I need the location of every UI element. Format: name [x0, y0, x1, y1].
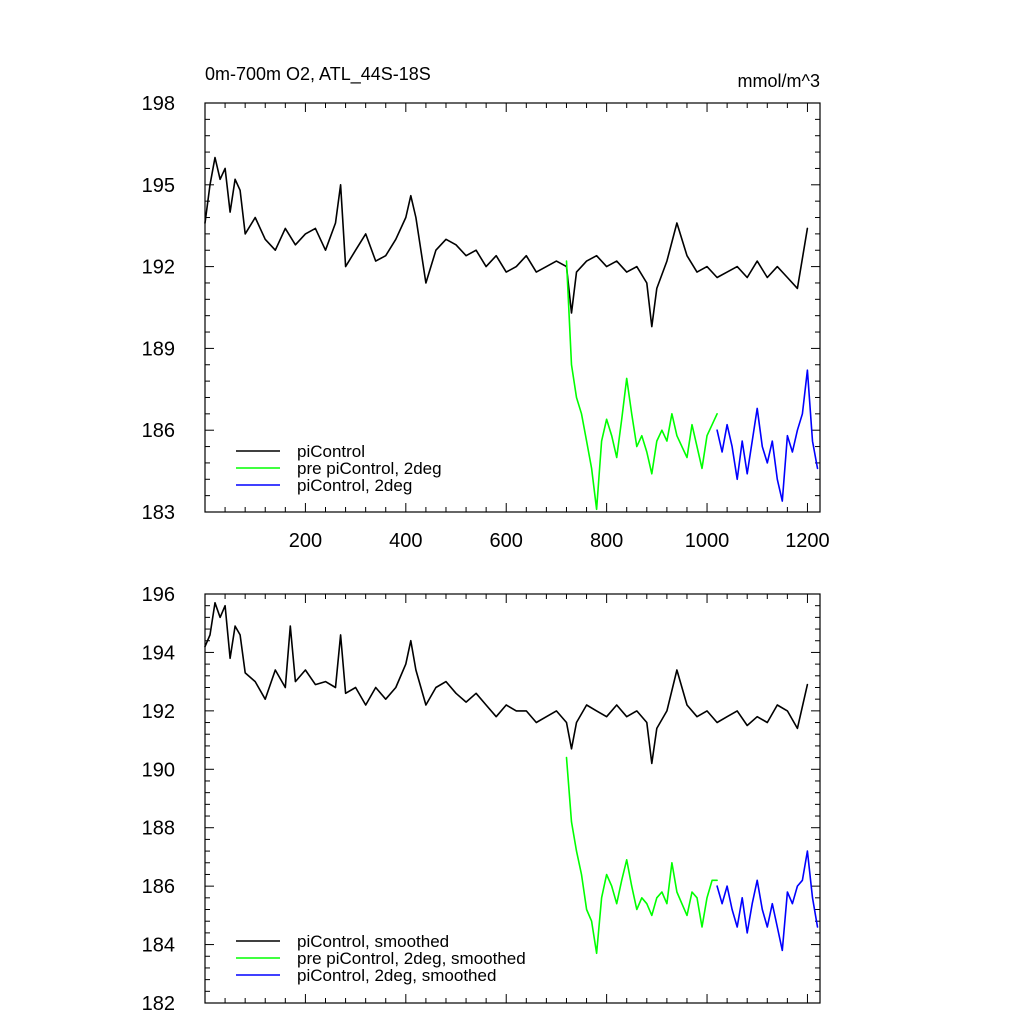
plot-frame [204, 102, 821, 513]
series-line [565, 756, 718, 955]
y-tick-label: 198 [142, 93, 175, 115]
x-tick-label: 1200 [785, 530, 830, 552]
series-line [716, 369, 819, 502]
y-tick-label: 186 [142, 876, 175, 898]
legend-label: piControl [297, 442, 365, 461]
y-tick-label: 195 [142, 175, 175, 197]
series-line [716, 850, 819, 952]
series-line [204, 602, 809, 765]
y-tick-label: 183 [142, 502, 175, 524]
legend-label: pre piControl, 2deg, smoothed [297, 949, 526, 968]
y-tick-label: 182 [142, 993, 175, 1015]
y-tick-label: 192 [142, 257, 175, 279]
y-tick-label: 184 [142, 935, 175, 957]
legend-label: piControl, 2deg [297, 476, 412, 495]
legend-label: piControl, smoothed [297, 932, 449, 951]
y-tick-label: 189 [142, 338, 175, 360]
x-tick-label: 400 [389, 530, 422, 552]
legend-label: pre piControl, 2deg [297, 459, 442, 478]
x-tick-label: 800 [590, 530, 623, 552]
y-tick-label: 196 [142, 584, 175, 606]
units-label: mmol/m^3 [738, 71, 820, 91]
y-tick-label: 188 [142, 818, 175, 840]
y-tick-label: 194 [142, 642, 175, 664]
bottom-panel: 182 184 186 188 190 192 194 196 piControl, smoot… [142, 584, 821, 1015]
x-tick-label: 200 [289, 530, 322, 552]
plot-frame [204, 593, 821, 1004]
x-tick-label: 600 [490, 530, 523, 552]
chart-title: 0m-700m O2, ATL_44S-18S [205, 64, 431, 85]
x-tick-label: 1000 [685, 530, 730, 552]
y-tick-label: 186 [142, 420, 175, 442]
y-tick-label: 190 [142, 759, 175, 781]
top-panel: 200 400 600 800 1000 1200 183 186 189 192 195 198 0m… [142, 64, 830, 552]
series-line [565, 260, 718, 511]
legend-label: piControl, 2deg, smoothed [297, 966, 496, 985]
series-line [204, 156, 809, 328]
y-tick-label: 192 [142, 701, 175, 723]
